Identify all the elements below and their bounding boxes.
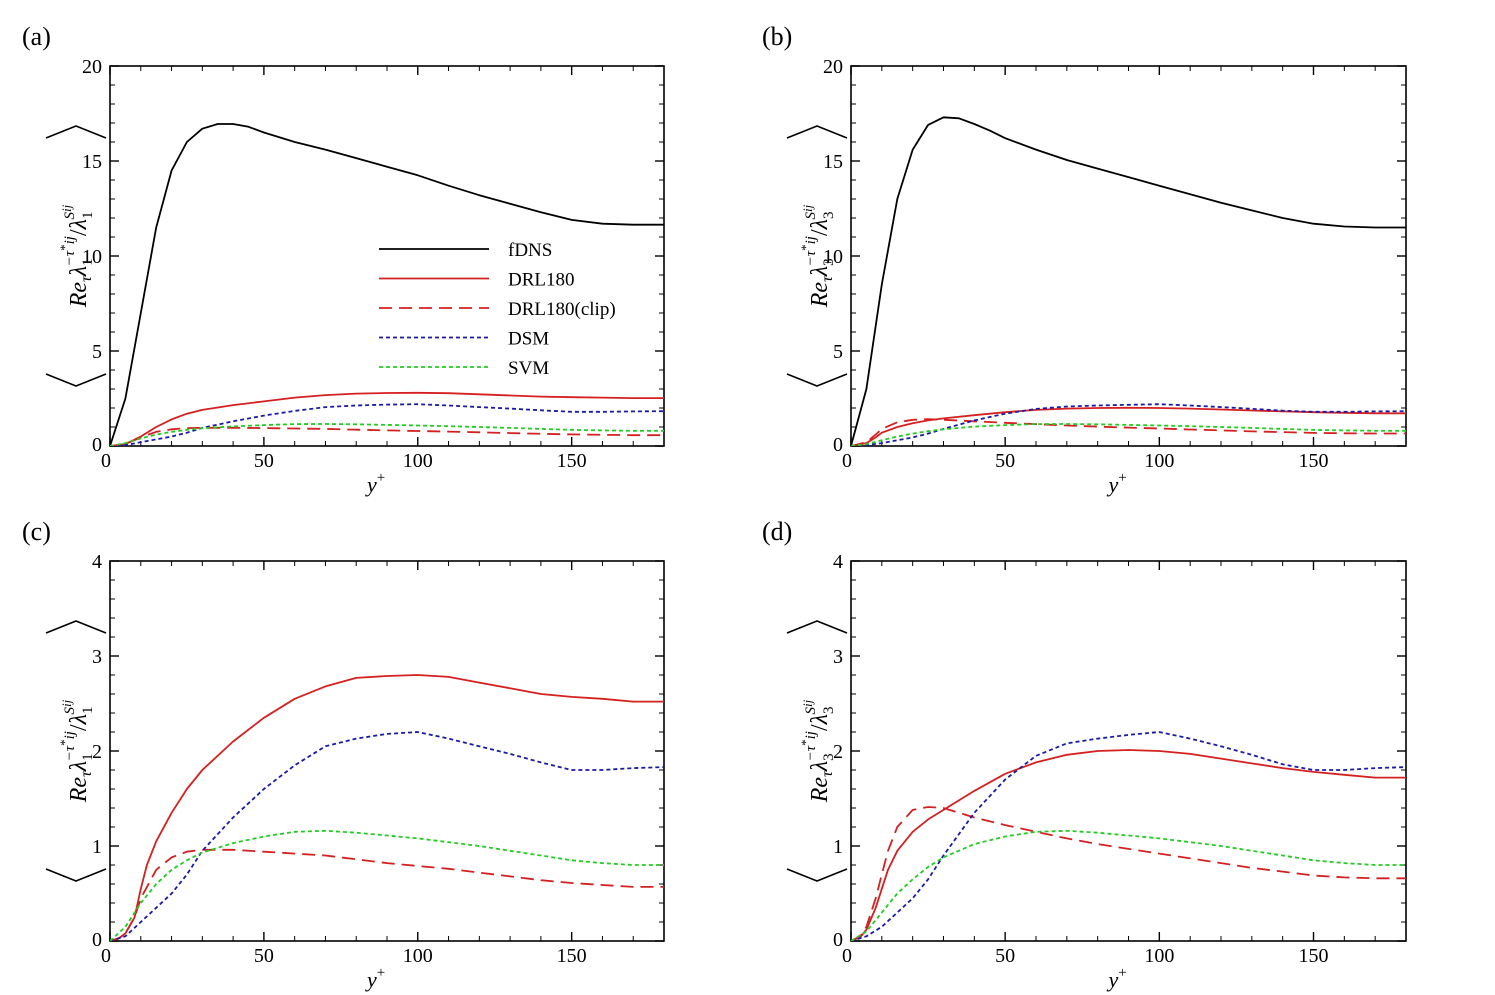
chart-panel-4: (d) 0 50 100 150 0 1 2 3 4 y+ Reτλ3−τ*ij/λ3Sij	[762, 517, 1407, 992]
y-axis-label: Reτλ1−τ*ij/λ1Sij	[45, 620, 107, 882]
y-tick-label: 5	[92, 341, 102, 363]
y-tick-label: 20	[82, 56, 102, 78]
y-axis-label-right-bracket	[786, 620, 848, 634]
plot-frame	[109, 65, 665, 447]
y-tick-label: 20	[823, 56, 843, 78]
y-tick-label: 0	[833, 929, 843, 951]
chart-panel-1: (a) 0 50 100 150 0 5 10 15 20 y+ Reτλ1−τ*ij/λ1Sij fD…	[22, 22, 665, 497]
series-line-drl180	[851, 406, 1406, 446]
series-line-drl180-clip	[110, 426, 664, 446]
y-axis-label-text: Reτλ3−τ*ij/λ3Sij	[798, 699, 837, 803]
x-tick-label: 100	[1144, 450, 1174, 472]
series-line-fdns	[110, 123, 664, 446]
series-line-drl180	[110, 391, 664, 446]
y-tick-label: 1	[92, 836, 102, 858]
y-tick-label: 3	[92, 646, 102, 668]
y-axis-label-text: Reτλ1−τ*ij/λ1Sij	[57, 204, 96, 308]
plot-frame	[850, 560, 1407, 942]
series-line-dsm	[110, 731, 664, 941]
y-tick-label: 2	[833, 741, 843, 763]
y-axis-label-left-bracket	[786, 868, 848, 882]
y-axis-label-left-bracket	[786, 373, 848, 387]
panel-label: (a)	[22, 22, 51, 51]
x-tick-label: 100	[403, 450, 433, 472]
legend: fDNS DRL180 DRL180(clip) DSM SVM	[379, 240, 616, 379]
x-tick-label: 100	[403, 945, 433, 967]
x-tick-label: 0	[842, 945, 852, 967]
y-tick-label: 10	[82, 246, 102, 268]
y-axis-label: Reτλ3−τ*ij/λ3Sij	[786, 125, 848, 387]
series-line-dsm	[851, 731, 1406, 941]
y-tick-label: 5	[833, 341, 843, 363]
series-line-dsm	[851, 403, 1406, 446]
y-tick-label: 0	[92, 434, 102, 456]
y-axis-label: Reτλ1−τ*ij/λ1Sij	[45, 125, 107, 387]
x-axis-label: y+	[1107, 965, 1127, 992]
x-tick-label: 150	[557, 945, 587, 967]
x-tick-label: 150	[557, 450, 587, 472]
legend-label: SVM	[508, 358, 549, 379]
legend-label: DSM	[508, 329, 549, 350]
y-axis-label: Reτλ3−τ*ij/λ3Sij	[786, 620, 848, 882]
series-line-svm	[851, 423, 1406, 446]
x-tick-label: 0	[101, 945, 111, 967]
chart-panel-2: (b) 0 50 100 150 0 5 10 15 20 y+ Reτλ3−τ*ij/λ3Sij	[762, 22, 1407, 497]
series-line-svm	[851, 829, 1406, 941]
y-tick-label: 15	[82, 151, 102, 173]
x-tick-label: 50	[254, 945, 274, 967]
chart-panel-3: (c) 0 50 100 150 0 1 2 3 4 y+ Reτλ1−τ*ij/λ1Sij	[22, 517, 665, 992]
y-tick-label: 0	[92, 929, 102, 951]
series-line-dsm	[110, 403, 664, 446]
y-tick-label: 0	[833, 434, 843, 456]
y-axis-label-right-bracket	[45, 125, 107, 139]
panel-label: (c)	[22, 517, 51, 546]
panel-label: (d)	[762, 517, 792, 546]
y-tick-label: 2	[92, 741, 102, 763]
y-axis-label-text: Reτλ1−τ*ij/λ1Sij	[57, 699, 96, 803]
y-axis-label-right-bracket	[45, 620, 107, 634]
y-tick-label: 15	[823, 151, 843, 173]
series-line-drl180	[110, 674, 664, 941]
panel-label: (b)	[762, 22, 792, 51]
x-tick-label: 150	[1299, 450, 1329, 472]
y-axis-label-right-bracket	[786, 125, 848, 139]
series-line-svm	[110, 829, 664, 941]
x-axis-label: y+	[365, 965, 385, 992]
series-line-drl180-clip	[851, 806, 1406, 941]
y-axis-label-left-bracket	[45, 868, 107, 882]
legend-label: DRL180(clip)	[508, 299, 616, 320]
x-tick-label: 50	[254, 450, 274, 472]
x-tick-label: 50	[995, 450, 1015, 472]
legend-label: fDNS	[508, 240, 552, 261]
y-tick-label: 4	[92, 551, 102, 573]
legend-label: DRL180	[508, 270, 575, 291]
x-axis-label: y+	[1107, 470, 1127, 497]
x-tick-label: 50	[995, 945, 1015, 967]
x-tick-label: 100	[1144, 945, 1174, 967]
x-axis-label: y+	[365, 470, 385, 497]
x-tick-label: 0	[101, 450, 111, 472]
y-tick-label: 3	[833, 646, 843, 668]
y-tick-label: 4	[833, 551, 843, 573]
series-line-drl180-clip	[851, 418, 1406, 446]
x-tick-label: 0	[842, 450, 852, 472]
plot-frame	[850, 65, 1407, 447]
x-tick-label: 150	[1299, 945, 1329, 967]
series-line-drl180-clip	[110, 848, 664, 941]
y-axis-label-text: Reτλ3−τ*ij/λ3Sij	[798, 204, 837, 308]
series-line-drl180	[851, 749, 1406, 941]
y-axis-label-left-bracket	[45, 373, 107, 387]
y-tick-label: 10	[823, 246, 843, 268]
series-line-fdns	[851, 116, 1406, 446]
y-tick-label: 1	[833, 836, 843, 858]
series-line-svm	[110, 423, 664, 446]
